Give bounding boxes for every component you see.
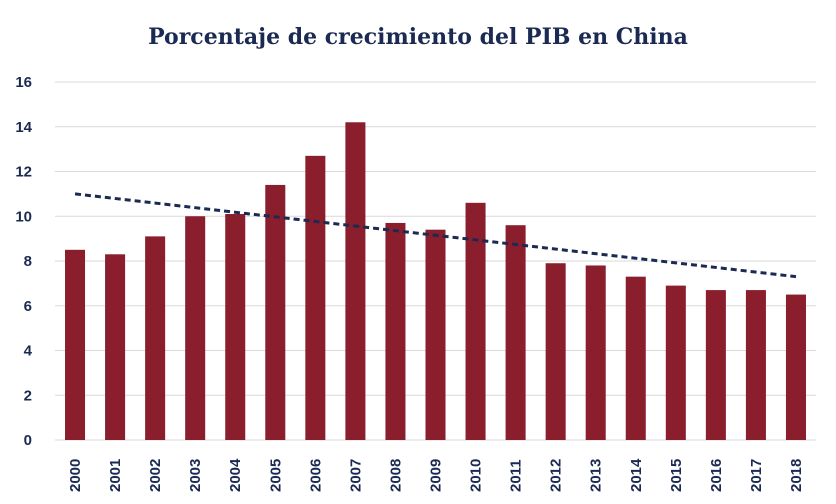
x-tick-label: 2015 [668,459,685,492]
y-tick-label: 4 [24,343,33,360]
x-tick-label: 2013 [588,459,605,492]
chart-title: Porcentaje de crecimiento del PIB en Chi… [148,24,688,50]
x-tick-label: 2007 [347,459,364,492]
x-tick-label: 2008 [387,459,404,492]
x-tick-label: 2002 [147,459,164,492]
bar-2017 [745,290,766,440]
bar-2016 [705,290,726,440]
bar-2004 [225,214,246,440]
trendline [74,192,797,279]
y-tick-label: 8 [24,253,32,270]
x-tick-label: 2014 [628,458,645,492]
bar-2005 [265,184,286,440]
bar-2018 [785,294,806,440]
y-axis: 0 2 4 6 8 10 12 14 16 [15,74,32,449]
bar-2012 [545,263,566,440]
bar-2006 [305,155,326,440]
trendline-group [74,192,797,279]
y-tick-label: 0 [24,432,32,449]
bars [65,122,806,441]
x-axis: 2000 2001 2002 2003 2004 2005 2006 2007 2008 2009… [67,458,805,492]
x-tick-label: 2010 [468,459,485,492]
y-tick-label: 12 [15,164,32,181]
bar-2003 [185,216,206,440]
y-tick-label: 14 [15,119,32,136]
bar-2000 [65,249,86,440]
bar-2015 [665,285,686,440]
x-tick-label: 2012 [548,459,565,492]
x-tick-label: 2011 [508,459,525,492]
bar-2001 [105,254,126,440]
bar-2007 [345,122,366,441]
y-tick-label: 2 [24,387,32,404]
y-tick-label: 16 [15,74,32,91]
x-tick-label: 2016 [708,459,725,492]
y-tick-label: 10 [15,208,32,225]
bar-2002 [145,236,166,440]
bar-2008 [385,222,406,440]
bar-2010 [465,202,486,440]
bar-2011 [505,225,526,440]
bar-2009 [425,229,446,440]
y-tick-label: 6 [24,298,32,315]
bar-2014 [625,276,646,440]
bar-2013 [585,265,606,440]
x-tick-label: 2005 [267,459,284,492]
x-tick-label: 2006 [307,459,324,492]
x-tick-label: 2003 [187,459,204,492]
x-tick-label: 2017 [748,459,765,492]
x-tick-label: 2004 [227,458,244,492]
x-tick-label: 2000 [67,459,84,492]
x-tick-label: 2018 [788,459,805,492]
x-tick-label: 2009 [428,459,445,492]
x-tick-label: 2001 [107,459,124,492]
